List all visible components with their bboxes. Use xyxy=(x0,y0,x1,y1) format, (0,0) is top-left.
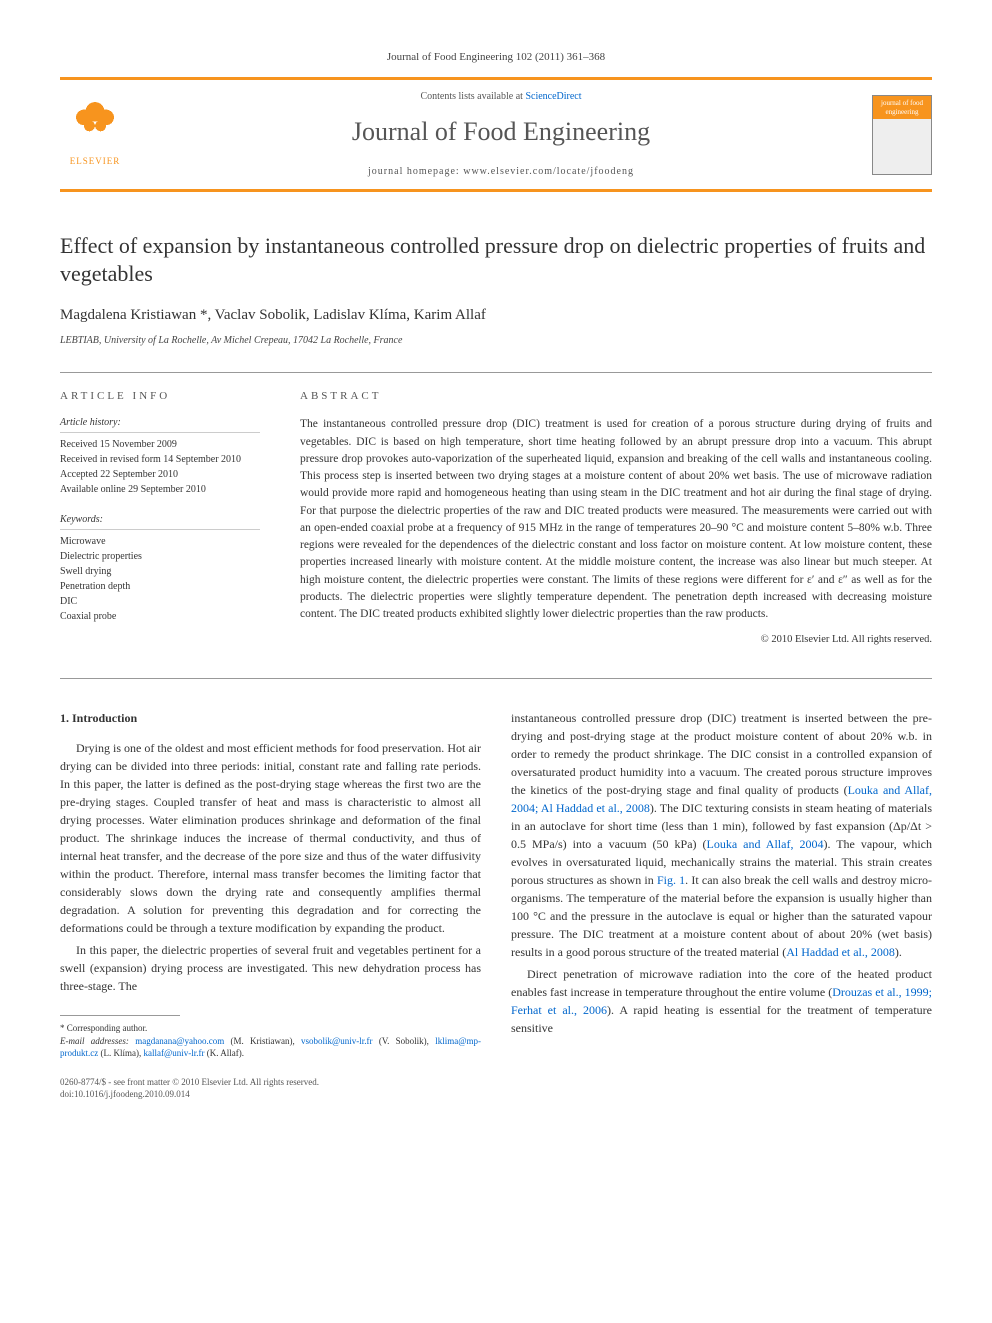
sciencedirect-link[interactable]: ScienceDirect xyxy=(525,91,581,102)
footnote-separator xyxy=(60,1015,180,1016)
author-name: (L. Klíma), xyxy=(98,1048,143,1058)
publisher-logo: ELSEVIER xyxy=(60,95,130,175)
keyword: Dielectric properties xyxy=(60,549,260,564)
history-label: Article history: xyxy=(60,416,260,433)
keyword: Penetration depth xyxy=(60,579,260,594)
doi: doi:10.1016/j.jfoodeng.2010.09.014 xyxy=(60,1088,932,1101)
journal-header: ELSEVIER Contents lists available at Sci… xyxy=(60,77,932,191)
cover-image xyxy=(873,119,931,174)
keyword: DIC xyxy=(60,594,260,609)
journal-homepage: journal homepage: www.elsevier.com/locat… xyxy=(130,165,872,179)
citation-link[interactable]: Louka and Allaf, 2004 xyxy=(707,837,824,851)
contents-prefix: Contents lists available at xyxy=(420,91,525,102)
history-online: Available online 29 September 2010 xyxy=(60,482,260,497)
author-email[interactable]: vsobolik@univ-lr.fr xyxy=(301,1036,373,1046)
email-label: E-mail addresses: xyxy=(60,1036,135,1046)
body-paragraph: In this paper, the dielectric properties… xyxy=(60,941,481,995)
citation-link[interactable]: Al Haddad et al., 2008 xyxy=(786,945,895,959)
body-paragraph: Direct penetration of microwave radiatio… xyxy=(511,965,932,1037)
divider xyxy=(60,678,932,679)
corresponding-author: * Corresponding author. xyxy=(60,1022,481,1035)
body-paragraph: instantaneous controlled pressure drop (… xyxy=(511,709,932,961)
author-name: (K. Allaf). xyxy=(205,1048,245,1058)
abstract-heading: ABSTRACT xyxy=(300,389,932,404)
keywords-label: Keywords: xyxy=(60,513,260,530)
contents-available: Contents lists available at ScienceDirec… xyxy=(130,90,872,104)
article-info-heading: ARTICLE INFO xyxy=(60,389,260,404)
journal-name: Journal of Food Engineering xyxy=(130,114,872,150)
keyword: Microwave xyxy=(60,534,260,549)
figure-link[interactable]: Fig. 1 xyxy=(657,873,685,887)
cover-label: journal of food engineering xyxy=(873,96,931,119)
body-paragraph: Drying is one of the oldest and most eff… xyxy=(60,739,481,937)
author-name: (M. Kristiawan), xyxy=(224,1036,301,1046)
history-revised: Received in revised form 14 September 20… xyxy=(60,452,260,467)
article-info-panel: ARTICLE INFO Article history: Received 1… xyxy=(60,389,260,648)
keyword: Coaxial probe xyxy=(60,609,260,624)
keyword: Swell drying xyxy=(60,564,260,579)
author-email[interactable]: kallaf@univ-lr.fr xyxy=(144,1048,205,1058)
publisher-name: ELSEVIER xyxy=(60,155,130,168)
body-text: ). xyxy=(895,945,902,959)
homepage-prefix: journal homepage: xyxy=(368,166,463,177)
authors-list: Magdalena Kristiawan *, Vaclav Sobolik, … xyxy=(60,305,932,326)
issn-copyright: 0260-8774/$ - see front matter © 2010 El… xyxy=(60,1076,932,1089)
author-name: (V. Sobolik), xyxy=(373,1036,436,1046)
copyright-notice: © 2010 Elsevier Ltd. All rights reserved… xyxy=(300,633,932,648)
article-title: Effect of expansion by instantaneous con… xyxy=(60,232,932,289)
section-heading: 1. Introduction xyxy=(60,709,481,727)
abstract-panel: ABSTRACT The instantaneous controlled pr… xyxy=(300,389,932,648)
history-received: Received 15 November 2009 xyxy=(60,437,260,452)
history-accepted: Accepted 22 September 2010 xyxy=(60,467,260,482)
journal-reference: Journal of Food Engineering 102 (2011) 3… xyxy=(60,50,932,65)
footer-info: 0260-8774/$ - see front matter © 2010 El… xyxy=(60,1076,932,1101)
elsevier-tree-icon xyxy=(67,95,123,151)
journal-cover-thumbnail: journal of food engineering xyxy=(872,95,932,175)
author-email[interactable]: magdanana@yahoo.com xyxy=(135,1036,224,1046)
divider xyxy=(60,372,932,373)
homepage-url[interactable]: www.elsevier.com/locate/jfoodeng xyxy=(463,166,634,177)
footnotes: * Corresponding author. E-mail addresses… xyxy=(60,1022,481,1060)
article-body: 1. Introduction Drying is one of the old… xyxy=(60,709,932,1060)
affiliation: LEBTIAB, University of La Rochelle, Av M… xyxy=(60,334,932,348)
abstract-text: The instantaneous controlled pressure dr… xyxy=(300,416,932,623)
